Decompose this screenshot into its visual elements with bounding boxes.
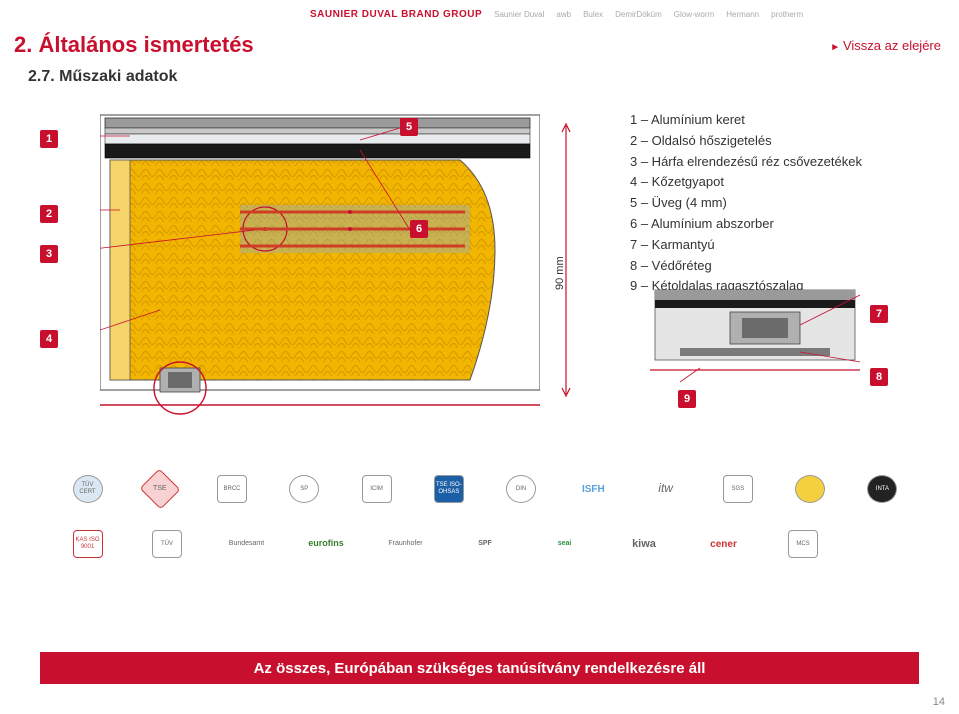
footer-text: Az összes, Európában szükséges tanúsítvá…	[254, 660, 706, 677]
cert-logo: kiwa	[617, 525, 672, 563]
label-1: 1	[40, 130, 58, 148]
diagram: 1 2 3 4	[70, 110, 890, 440]
legend-item: 1 – Alumínium keret	[630, 110, 890, 131]
cert-logo: ICIM	[349, 470, 404, 508]
back-link[interactable]: Vissza az elejére	[830, 38, 941, 53]
legend-item: 3 – Hárfa elrendezésű réz csővezetékek	[630, 152, 890, 173]
legend-item: 5 – Üveg (4 mm)	[630, 193, 890, 214]
cert-row-1: TÜV CERT TSE BRCC SP ICIM TSE ISO-OHSAS …	[60, 470, 910, 508]
cert-logo: INTA	[855, 470, 910, 508]
subtitle: 2.7. Műszaki adatok	[28, 68, 177, 86]
cert-logo	[783, 470, 838, 508]
legend-item: 2 – Oldalsó hőszigetelés	[630, 131, 890, 152]
page-number: 14	[933, 696, 945, 708]
brand-sub-4: Glow-worm	[674, 10, 714, 19]
cert-logo: SP	[277, 470, 332, 508]
brand-sub-2: Bulex	[583, 10, 603, 19]
brand-main: SAUNIER DUVAL BRAND GROUP	[310, 9, 482, 20]
cert-logo: SGS	[710, 470, 765, 508]
cert-logo: Fraunhofer	[378, 525, 433, 563]
brand-sub-6: protherm	[771, 10, 803, 19]
cert-logo: BRCC	[205, 470, 260, 508]
label-5: 5	[400, 118, 418, 136]
cert-logo: ISFH	[566, 470, 621, 508]
cert-logo	[855, 525, 910, 563]
cert-logo: TSE	[132, 470, 187, 508]
cert-logo: itw	[638, 470, 693, 508]
cert-row-2: KAS ISO 9001 TÜV Bundesamt eurofins Frau…	[60, 525, 910, 563]
cert-logo: SPF	[458, 525, 513, 563]
page-title: 2. Általános ismertetés	[14, 32, 254, 58]
cert-logo: TSE ISO-OHSAS	[421, 470, 476, 508]
label-2: 2	[40, 205, 58, 223]
cert-logo: TÜV	[140, 525, 195, 563]
cert-logo: KAS ISO 9001	[60, 525, 115, 563]
legend-item: 7 – Karmantyú	[630, 235, 890, 256]
cert-logo: Bundesamt	[219, 525, 274, 563]
brand-sub-1: awb	[556, 10, 571, 19]
cert-logo: cener	[696, 525, 751, 563]
legend-item: 4 – Kőzetgyapot	[630, 172, 890, 193]
cert-logo: seai	[537, 525, 592, 563]
brand-header: SAUNIER DUVAL BRAND GROUP Saunier Duval …	[310, 4, 949, 24]
brand-sub-5: Hermann	[726, 10, 759, 19]
legend-item: 6 – Alumínium abszorber	[630, 214, 890, 235]
cert-logo: MCS	[776, 525, 831, 563]
label-4: 4	[40, 330, 58, 348]
brand-sub-3: DemirDöküm	[615, 10, 662, 19]
label-3: 3	[40, 245, 58, 263]
cert-logo: TÜV CERT	[60, 470, 115, 508]
cross-section-main	[100, 110, 540, 420]
cross-section-detail	[650, 270, 860, 390]
cert-logo: eurofins	[299, 525, 354, 563]
label-8: 8	[870, 368, 888, 386]
footer-bar: Az összes, Európában szükséges tanúsítvá…	[40, 652, 919, 684]
label-9: 9	[678, 390, 696, 408]
label-6: 6	[410, 220, 428, 238]
brand-sub-0: Saunier Duval	[494, 10, 544, 19]
cert-logo: DIN	[494, 470, 549, 508]
label-7: 7	[870, 305, 888, 323]
dimension-text: 90 mm	[554, 256, 566, 290]
